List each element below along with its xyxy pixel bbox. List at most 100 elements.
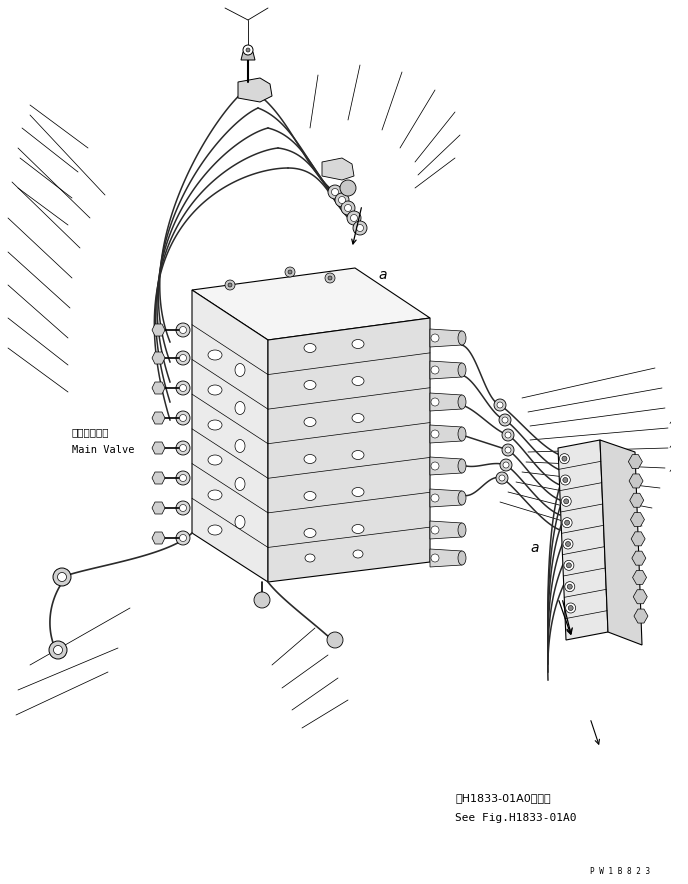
Circle shape [565, 520, 570, 525]
Ellipse shape [458, 331, 466, 345]
Circle shape [497, 402, 503, 408]
Circle shape [176, 501, 190, 515]
Polygon shape [631, 532, 645, 545]
Ellipse shape [352, 451, 364, 460]
Circle shape [254, 592, 270, 608]
Ellipse shape [235, 401, 245, 415]
Circle shape [561, 496, 571, 507]
Circle shape [341, 201, 355, 215]
Circle shape [568, 606, 573, 611]
Circle shape [53, 568, 71, 586]
Polygon shape [629, 474, 643, 488]
Polygon shape [241, 52, 255, 60]
Polygon shape [152, 502, 165, 514]
Circle shape [180, 475, 186, 482]
Circle shape [496, 472, 508, 484]
Polygon shape [152, 382, 165, 394]
Ellipse shape [352, 487, 364, 497]
Circle shape [356, 225, 363, 232]
Circle shape [431, 526, 439, 534]
Polygon shape [430, 361, 462, 379]
Polygon shape [322, 158, 354, 180]
Text: ,: , [668, 415, 671, 424]
Ellipse shape [208, 455, 222, 465]
Circle shape [288, 270, 292, 274]
Polygon shape [268, 318, 430, 582]
Ellipse shape [353, 550, 363, 558]
Polygon shape [630, 493, 644, 507]
Circle shape [564, 560, 574, 570]
Polygon shape [633, 590, 647, 604]
Circle shape [431, 366, 439, 374]
Circle shape [431, 398, 439, 406]
Ellipse shape [305, 554, 315, 562]
Ellipse shape [458, 551, 466, 565]
Circle shape [58, 573, 67, 582]
Text: Main Valve: Main Valve [72, 445, 134, 455]
Circle shape [350, 215, 358, 222]
Ellipse shape [304, 344, 316, 353]
Ellipse shape [304, 454, 316, 463]
Circle shape [176, 351, 190, 365]
Circle shape [505, 432, 511, 438]
Ellipse shape [458, 427, 466, 441]
Circle shape [180, 505, 186, 512]
Ellipse shape [304, 417, 316, 426]
Polygon shape [630, 513, 645, 527]
Circle shape [562, 518, 572, 528]
Circle shape [431, 494, 439, 502]
Circle shape [54, 645, 63, 654]
Polygon shape [430, 549, 462, 567]
Circle shape [566, 542, 570, 546]
Text: 第H1833-01A0図参照: 第H1833-01A0図参照 [455, 793, 550, 803]
Circle shape [502, 429, 514, 441]
Circle shape [180, 535, 186, 542]
Polygon shape [192, 290, 268, 582]
Polygon shape [430, 489, 462, 507]
Ellipse shape [458, 523, 466, 537]
Circle shape [562, 456, 567, 461]
Circle shape [180, 385, 186, 392]
Ellipse shape [352, 524, 364, 534]
Text: a: a [378, 268, 387, 282]
Text: ,: , [668, 463, 671, 473]
Circle shape [180, 415, 186, 422]
Circle shape [180, 326, 186, 333]
Polygon shape [430, 521, 462, 539]
Circle shape [328, 276, 332, 280]
Circle shape [431, 334, 439, 342]
Polygon shape [430, 425, 462, 443]
Text: See Fig.H1833-01A0: See Fig.H1833-01A0 [455, 813, 577, 823]
Ellipse shape [458, 491, 466, 505]
Circle shape [559, 453, 570, 464]
Circle shape [180, 445, 186, 452]
Circle shape [176, 411, 190, 425]
Polygon shape [238, 78, 272, 102]
Circle shape [49, 641, 67, 659]
Circle shape [566, 563, 572, 568]
Circle shape [431, 462, 439, 470]
Polygon shape [152, 472, 165, 484]
Polygon shape [634, 609, 648, 623]
Text: メインバルブ: メインバルブ [72, 427, 109, 437]
Circle shape [565, 582, 574, 591]
Ellipse shape [208, 350, 222, 360]
Polygon shape [558, 440, 608, 640]
Ellipse shape [208, 420, 222, 430]
Circle shape [431, 554, 439, 562]
Ellipse shape [304, 492, 316, 500]
Ellipse shape [458, 395, 466, 409]
Ellipse shape [304, 380, 316, 390]
Circle shape [563, 539, 573, 549]
Text: P W 1 B 8 2 3: P W 1 B 8 2 3 [590, 867, 650, 877]
Circle shape [335, 193, 349, 207]
Ellipse shape [352, 377, 364, 385]
Circle shape [502, 417, 508, 423]
Circle shape [338, 196, 345, 203]
Polygon shape [152, 352, 165, 364]
Circle shape [563, 477, 568, 483]
Polygon shape [192, 268, 430, 340]
Ellipse shape [208, 490, 222, 500]
Circle shape [328, 185, 342, 199]
Circle shape [243, 45, 253, 55]
